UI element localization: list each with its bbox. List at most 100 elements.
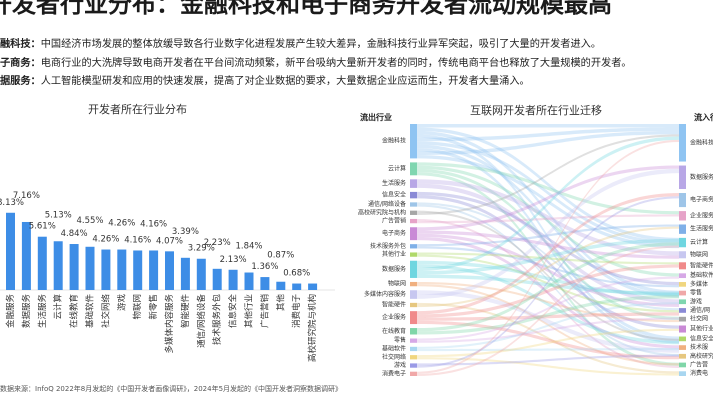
sankey-flow: [417, 136, 679, 272]
bullet-label: 据服务：: [0, 76, 41, 87]
sankey-left-label: 技术服务外包: [370, 242, 406, 250]
sankey-left-node: [410, 179, 417, 188]
sankey-flow: [417, 124, 679, 128]
sankey-left-label: 在线教育: [382, 327, 406, 335]
sankey-left-label: 多媒体内容服务: [364, 290, 406, 298]
x-tick-label: 高校研究院与机构: [307, 294, 318, 362]
sankey-left-node: [410, 210, 417, 215]
sankey-right-node: [679, 336, 686, 342]
sankey-flow: [417, 127, 679, 142]
bullet-ecommerce: 子商务：电商行业的大洗牌导致电商开发者在平台间流动频繁，新平台吸纳大量新开发者的…: [0, 55, 713, 74]
sankey-right-node: [679, 299, 686, 305]
sankey-flow: [417, 302, 679, 349]
sankey-flow: [417, 348, 679, 352]
sankey-flow: [417, 242, 679, 332]
bar: [85, 246, 95, 290]
sankey-left-label: 广告营销: [382, 217, 406, 225]
sankey-flow: [417, 127, 679, 242]
sankey-left-label: 消费电子: [382, 369, 406, 377]
sankey-flow: [417, 320, 679, 360]
sankey-right-label: 社交网: [690, 315, 708, 323]
sankey-flow: [417, 302, 679, 374]
sankey-flow: [417, 130, 679, 155]
sankey-flow: [417, 233, 679, 307]
sankey-flow: [417, 312, 679, 321]
sankey-left-node: [410, 202, 417, 207]
x-tick-label: 其他行业: [244, 294, 255, 328]
sankey-right-label: 物联网: [690, 250, 708, 258]
bar: [117, 249, 127, 290]
x-tick-label: 社交网络: [100, 294, 111, 329]
bar: [149, 250, 159, 290]
bar: [21, 221, 31, 290]
bar: [53, 241, 63, 290]
sankey-flow: [417, 226, 679, 308]
sankey-flow: [417, 183, 679, 304]
sankey-right-node: [679, 224, 686, 234]
sankey-left-label: 物联网: [388, 280, 406, 288]
sankey-flow: [417, 141, 679, 245]
sankey-right-node: [679, 362, 686, 368]
sankey-flow: [417, 210, 679, 341]
sankey-left-node: [410, 371, 417, 376]
sankey-flow: [417, 193, 679, 315]
sankey-flow: [417, 354, 679, 366]
sankey-right-label: 信息安全: [690, 334, 713, 342]
sankey-flow: [417, 172, 679, 366]
sankey-flow: [417, 236, 679, 349]
sankey-right-node: [679, 273, 686, 279]
sankey-left-node: [410, 311, 417, 325]
sankey-left-label: 游戏: [394, 361, 406, 369]
sankey-flow: [417, 218, 679, 368]
sankey-right-node: [679, 262, 686, 270]
sankey-left-node: [410, 363, 417, 368]
sankey-right-node: [679, 353, 686, 359]
sankey-left-node: [410, 124, 417, 159]
sankey-left-label: 企业服务: [382, 313, 406, 321]
sankey-right-label: 高校研究: [690, 352, 713, 360]
bar-value-label: 1.36%: [251, 262, 278, 272]
sankey-right-label: 智能硬件: [690, 261, 713, 269]
sankey-flow: [417, 204, 679, 357]
sankey-flow: [417, 179, 679, 256]
bullet-list: 融科技：中国经济市场发展的整体放缓导致各行业数字化进程发展产生较大差异，金融科技…: [0, 36, 713, 92]
sankey-flow: [417, 274, 679, 296]
sankey-right-node: [679, 316, 686, 322]
sankey-flow: [417, 264, 679, 345]
x-tick-label: 游戏: [116, 294, 127, 312]
sankey-right-label: 企业服务: [690, 211, 713, 219]
sankey-left-node: [410, 260, 417, 278]
bar-value-label: 2.23%: [204, 238, 231, 248]
sankey-flow: [417, 245, 679, 376]
sankey-left-node: [410, 328, 417, 335]
sankey-flow: [417, 238, 679, 275]
sankey-flow: [417, 276, 679, 341]
sankey-right-node: [679, 371, 686, 376]
bar-value-label: 7.16%: [13, 191, 40, 201]
sankey-right-label: 云计算: [690, 238, 708, 246]
sankey-left-node: [410, 218, 417, 224]
x-tick-label: 在线教育: [69, 294, 80, 328]
bar-value-label: 4.07%: [156, 236, 183, 246]
sankey-right-node: [679, 345, 686, 350]
bar: [308, 283, 318, 290]
x-tick-label: 生活服务: [37, 294, 48, 329]
sankey-right-label: 通信/网: [690, 306, 710, 314]
sankey-left-label: 智能硬件: [382, 301, 406, 309]
sankey-left-node: [410, 191, 417, 199]
sankey-flow: [417, 165, 679, 231]
sankey-flow: [417, 357, 679, 376]
bullet-label: 融科技：: [0, 39, 41, 50]
x-tick-label: 智能硬件: [180, 294, 191, 329]
x-tick-label: 物联网: [132, 294, 143, 320]
sankey-flow: [417, 165, 679, 277]
sankey-chart-title: 互联网开发者所在行业迁移: [470, 104, 602, 117]
sankey-right-node: [679, 124, 686, 162]
sankey-flow: [417, 202, 679, 311]
bar-value-label: 1.84%: [235, 242, 262, 252]
sankey-flow: [417, 139, 679, 374]
sankey-flow: [417, 148, 679, 344]
bar: [212, 268, 222, 290]
sankey-flow: [417, 162, 679, 215]
sankey-left-node: [410, 355, 417, 360]
